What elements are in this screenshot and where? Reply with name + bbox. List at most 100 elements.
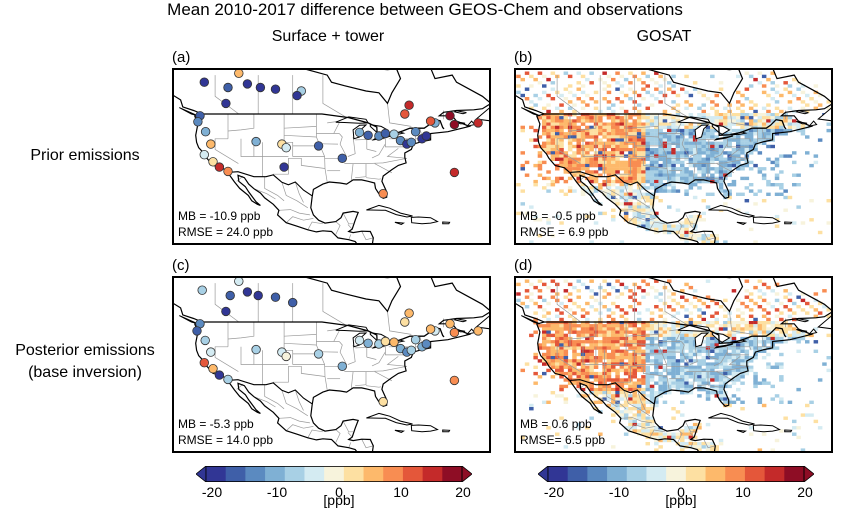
gosat-cell (723, 359, 728, 362)
gosat-cell (559, 327, 564, 330)
gosat-cell (732, 372, 737, 375)
gosat-cell (594, 107, 599, 110)
gosat-cell (775, 174, 780, 177)
colorbar-segment (344, 466, 364, 482)
gosat-cell (637, 116, 642, 119)
gosat-cell (689, 356, 694, 359)
gosat-cell (706, 350, 711, 353)
colorbar-right-tick-10: 10 (723, 484, 763, 500)
gosat-cell (611, 145, 616, 148)
gosat-cell (620, 135, 625, 138)
gosat-cell (818, 378, 823, 381)
gosat-cell (762, 107, 767, 110)
gosat-cell (654, 170, 659, 173)
gosat-cell (736, 315, 741, 318)
gosat-cell (624, 318, 629, 321)
gosat-cell (620, 391, 625, 394)
gosat-cell (542, 308, 547, 311)
gosat-cell (706, 142, 711, 145)
gosat-cell (615, 359, 620, 362)
gosat-cell (663, 311, 668, 314)
gosat-cell (671, 151, 676, 154)
gosat-cell (723, 202, 728, 205)
panel-letter-a: (a) (172, 50, 190, 66)
gosat-cell (753, 164, 758, 167)
gosat-cell (646, 170, 651, 173)
gosat-cell (792, 433, 797, 436)
gosat-cell (671, 84, 676, 87)
gosat-cell (723, 299, 728, 302)
gosat-cell (680, 334, 685, 337)
gosat-cell (572, 359, 577, 362)
gosat-cell (689, 340, 694, 343)
gosat-cell (689, 346, 694, 349)
gosat-cell (568, 299, 573, 302)
gosat-cell (697, 113, 702, 116)
gosat-cell (693, 289, 698, 292)
gosat-cell (654, 81, 659, 84)
gosat-cell (680, 439, 685, 442)
gosat-cell (740, 401, 745, 404)
gosat-cell (594, 132, 599, 135)
gosat-cell (589, 362, 594, 365)
gosat-cell (525, 305, 530, 308)
gosat-cell (663, 401, 668, 404)
gosat-cell (585, 369, 590, 372)
gosat-cell (572, 311, 577, 314)
gosat-cell (646, 138, 651, 141)
gosat-cell (646, 116, 651, 119)
gosat-cell (646, 84, 651, 87)
gosat-cell (775, 324, 780, 327)
gosat-cell (581, 315, 586, 318)
gosat-cell (620, 359, 625, 362)
gosat-cell (676, 343, 681, 346)
gosat-cell (589, 148, 594, 151)
gosat-cell (749, 116, 754, 119)
gosat-cell (719, 366, 724, 369)
gosat-cell (628, 359, 633, 362)
gosat-cell (697, 445, 702, 448)
gosat-cell (719, 350, 724, 353)
gosat-cell (585, 94, 590, 97)
gosat-cell (650, 394, 655, 397)
gosat-cell (559, 324, 564, 327)
gosat-cell (607, 372, 612, 375)
gosat-cell (602, 305, 607, 308)
gosat-cell (551, 145, 556, 148)
gosat-cell (671, 177, 676, 180)
gosat-cell (680, 177, 685, 180)
gosat-cell (637, 346, 642, 349)
gosat-cell (667, 289, 672, 292)
island (366, 413, 412, 425)
gosat-cell (555, 180, 560, 183)
gosat-cell (667, 151, 672, 154)
gosat-cell (715, 158, 720, 161)
gosat-cell (680, 305, 685, 308)
gosat-cell (702, 145, 707, 148)
gosat-cell (533, 183, 538, 186)
gosat-cell (594, 340, 599, 343)
gosat-cell (641, 180, 646, 183)
gosat-cell (594, 343, 599, 346)
gosat-cell (736, 193, 741, 196)
gosat-cell (650, 331, 655, 334)
gosat-cell (577, 375, 582, 378)
gosat-cell (732, 327, 737, 330)
gosat-cell (766, 302, 771, 305)
gosat-cell (762, 91, 767, 94)
gosat-cell (827, 356, 832, 359)
gosat-cell (736, 151, 741, 154)
gosat-cell (602, 289, 607, 292)
gosat-cell (766, 116, 771, 119)
gosat-cell (736, 327, 741, 330)
gosat-cell (693, 366, 698, 369)
gosat-cell (727, 123, 732, 126)
gosat-cell (585, 78, 590, 81)
island (395, 222, 404, 224)
gosat-cell (551, 346, 556, 349)
gosat-cell (615, 362, 620, 365)
gosat-cell (766, 362, 771, 365)
gosat-cell (542, 123, 547, 126)
gosat-cell (615, 350, 620, 353)
gosat-cell (585, 154, 590, 157)
